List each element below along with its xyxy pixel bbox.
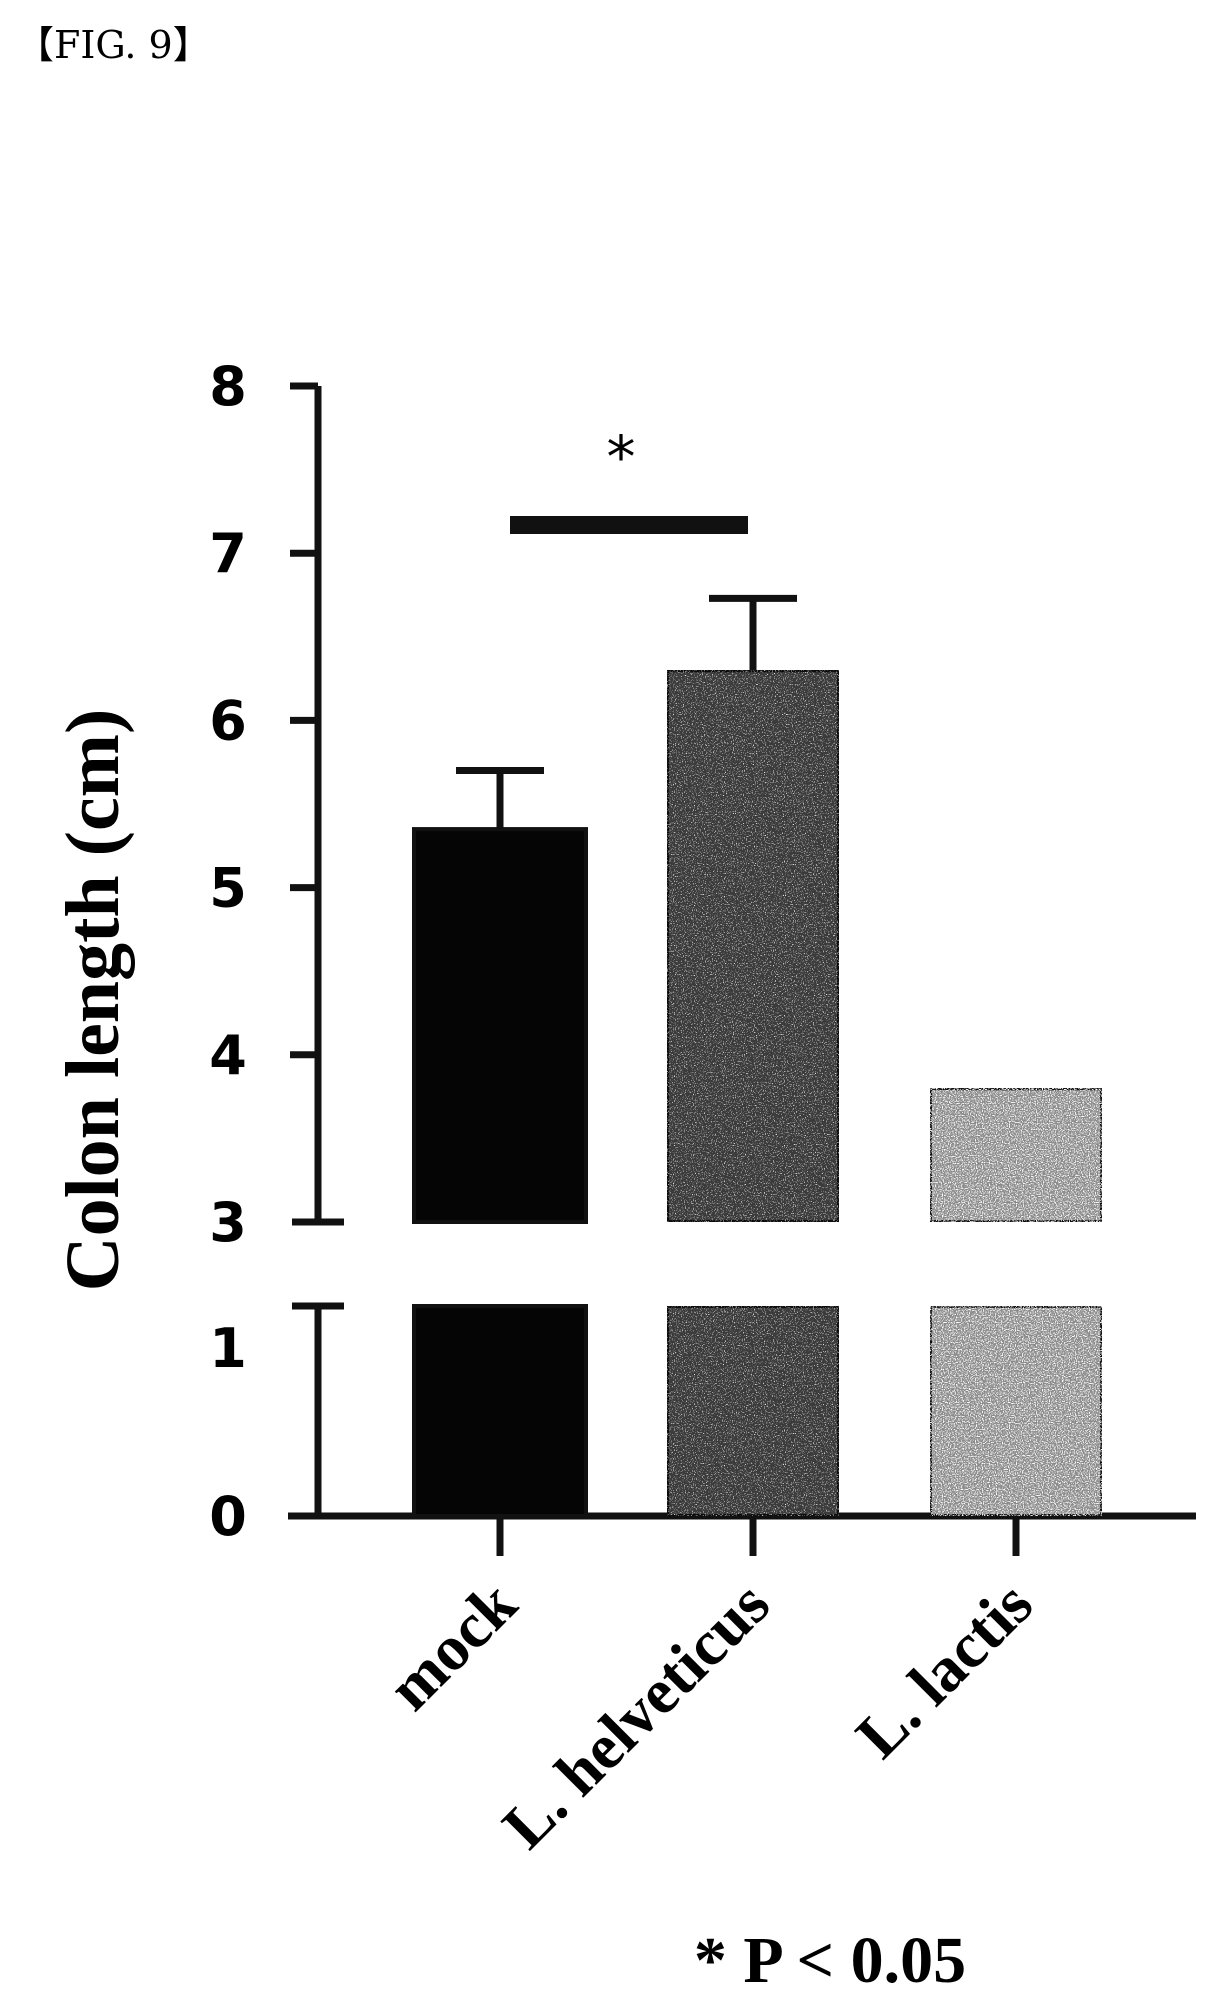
bar-l-helveticus-lower <box>665 1304 841 1518</box>
bar-mock-upper <box>412 827 588 1225</box>
bar-l-lactis-upper <box>928 1086 1104 1224</box>
y-tick-label-8: 8 <box>209 355 247 418</box>
bar-mock-lower <box>412 1304 588 1518</box>
y-tick-label-3: 3 <box>209 1191 247 1254</box>
figure-label: 【FIG. 9】 <box>16 23 211 67</box>
bar-l-lactis-lower <box>928 1304 1104 1518</box>
bar-l-helveticus-upper <box>665 668 841 1224</box>
y-tick-label-1: 1 <box>209 1317 247 1380</box>
y-tick-label-4: 4 <box>209 1024 247 1087</box>
p-value-note: * P < 0.05 <box>694 1924 966 1997</box>
y-tick-label-5: 5 <box>209 857 247 920</box>
bars <box>412 594 1104 1518</box>
x-tick-label-mock: mock <box>374 1567 530 1723</box>
y-tick-label-0: 0 <box>209 1485 247 1548</box>
y-tick-label-6: 6 <box>209 689 247 752</box>
y-tick-label-7: 7 <box>209 522 247 585</box>
x-tick-label-l-helveticus: L. helveticus <box>489 1568 783 1862</box>
y-axis-title: Colon length (cm) <box>51 709 135 1292</box>
significance-marker: * <box>607 423 636 491</box>
axes <box>288 382 1196 1556</box>
x-tick-label-l-lactis: L. lactis <box>842 1568 1046 1772</box>
